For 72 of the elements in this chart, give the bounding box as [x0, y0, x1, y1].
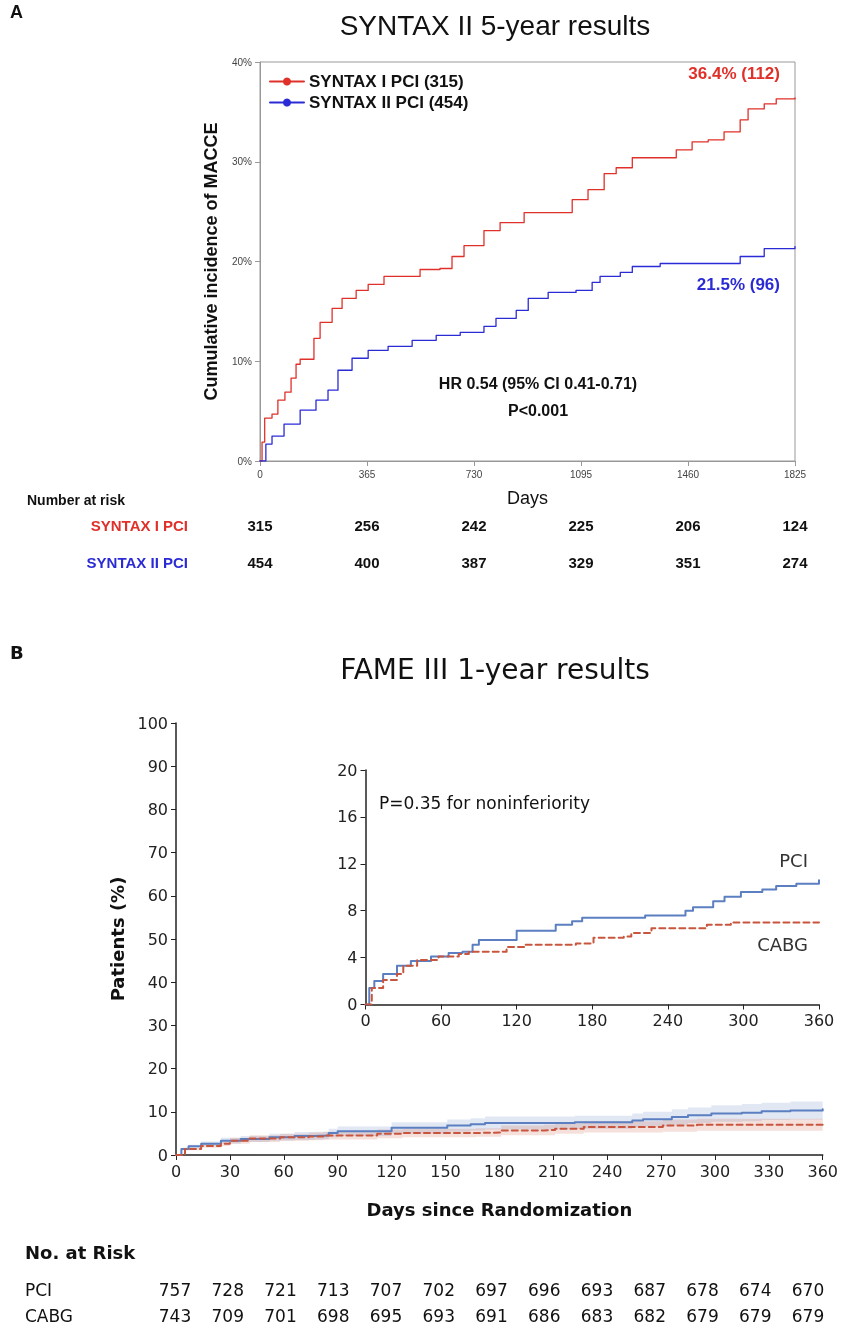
y-tick-label: 30% — [231, 156, 253, 168]
x-tick-label: 360 — [803, 1011, 835, 1030]
y-tick-label: 20 — [147, 1059, 168, 1079]
x-tick-label: 1460 — [676, 468, 700, 480]
y-tick-label: 80 — [147, 799, 168, 819]
x-tick-label: 240 — [591, 1161, 623, 1181]
x-tick-label: 120 — [501, 1011, 532, 1030]
text: A — [10, 2, 23, 22]
y-tick-label: 40% — [231, 56, 253, 68]
y-tick-label: 16 — [337, 807, 358, 827]
x-tick-label: 300 — [728, 1011, 759, 1030]
text: 757 728 721 713 707 702 697 696 693 687 678 674 670 — [158, 1280, 825, 1300]
y-tick-label: 12 — [337, 854, 358, 874]
y-tick-label: 10% — [231, 355, 253, 367]
annotation: 21.5% (96) — [696, 275, 780, 295]
y-tick-label: 10 — [147, 1102, 168, 1122]
x-tick-label: 360 — [807, 1161, 838, 1181]
y-tick-label: 20% — [231, 256, 253, 267]
y-tick-label: 0 — [347, 995, 358, 1014]
text: No. at Risk — [25, 1241, 137, 1263]
y-tick-label: 100 — [137, 713, 168, 733]
y-tick-label: 90 — [147, 756, 168, 776]
annotation: HR 0.54 (95% CI 0.41-0.71) — [438, 374, 638, 392]
series-label: CABG — [757, 933, 808, 955]
annotation: 36.4% (112) — [688, 64, 780, 84]
text: B — [10, 641, 24, 663]
legend-label: SYNTAX I PCI (315) — [309, 72, 464, 91]
x-tick-label: 270 — [645, 1161, 677, 1181]
x-tick-label: 330 — [753, 1161, 785, 1181]
text: SYNTAX II PCI — [86, 553, 188, 571]
text: SYNTAX I PCI — [90, 516, 188, 534]
y-tick-label: 0% — [237, 455, 253, 467]
x-tick-label: 1095 — [569, 468, 593, 480]
y-tick-label: 8 — [347, 901, 358, 921]
x-tick-label: 730 — [465, 468, 483, 480]
x-tick-label: 300 — [699, 1161, 731, 1181]
text: 743 709 701 698 695 693 691 686 683 682 679 679 679 — [158, 1306, 825, 1326]
y-tick-label: 0 — [157, 1145, 168, 1165]
x-tick-label: 365 — [358, 468, 376, 480]
x-tick-label: 0 — [170, 1161, 182, 1181]
text: Number at risk — [27, 492, 126, 508]
x-tick-label: 150 — [430, 1161, 461, 1181]
y-tick-label: 70 — [147, 843, 168, 863]
annotation: P<0.001 — [507, 401, 569, 419]
text: 454 400 387 329 351 274 — [247, 553, 808, 571]
x-tick-label: 0 — [257, 468, 264, 480]
series-label: PCI — [779, 849, 808, 871]
y-tick-label: 4 — [347, 948, 358, 968]
x-tick-label: 240 — [652, 1011, 684, 1030]
x-tick-label: 120 — [376, 1161, 407, 1181]
chart-title: FAME III 1-year results — [340, 652, 650, 686]
x-axis-title: Days since Randomization — [366, 1198, 633, 1220]
text: CABG — [25, 1306, 74, 1326]
x-tick-label: 1825 — [783, 468, 807, 480]
annotation: P=0.35 for noninferiority — [379, 793, 590, 813]
chart-title: SYNTAX II 5-year results — [339, 9, 651, 41]
x-tick-label: 0 — [360, 1011, 371, 1030]
x-axis-title: Days — [506, 488, 549, 508]
x-tick-label: 210 — [537, 1161, 569, 1181]
x-tick-label: 180 — [576, 1011, 608, 1030]
x-tick-label: 60 — [273, 1161, 294, 1181]
y-axis-title: Cumulative incidence of MACCE — [201, 122, 221, 401]
x-tick-label: 180 — [484, 1161, 515, 1181]
y-tick-label: 40 — [147, 972, 168, 992]
text: 315 256 242 225 206 124 — [247, 516, 808, 534]
y-tick-label: 60 — [147, 886, 168, 906]
legend-label: SYNTAX II PCI (454) — [309, 93, 469, 112]
y-tick-label: 50 — [147, 929, 168, 949]
y-tick-label: 20 — [337, 760, 358, 780]
y-axis-title: Patients (%) — [106, 876, 128, 1002]
x-tick-label: 60 — [430, 1011, 452, 1030]
text: PCI — [25, 1280, 53, 1300]
